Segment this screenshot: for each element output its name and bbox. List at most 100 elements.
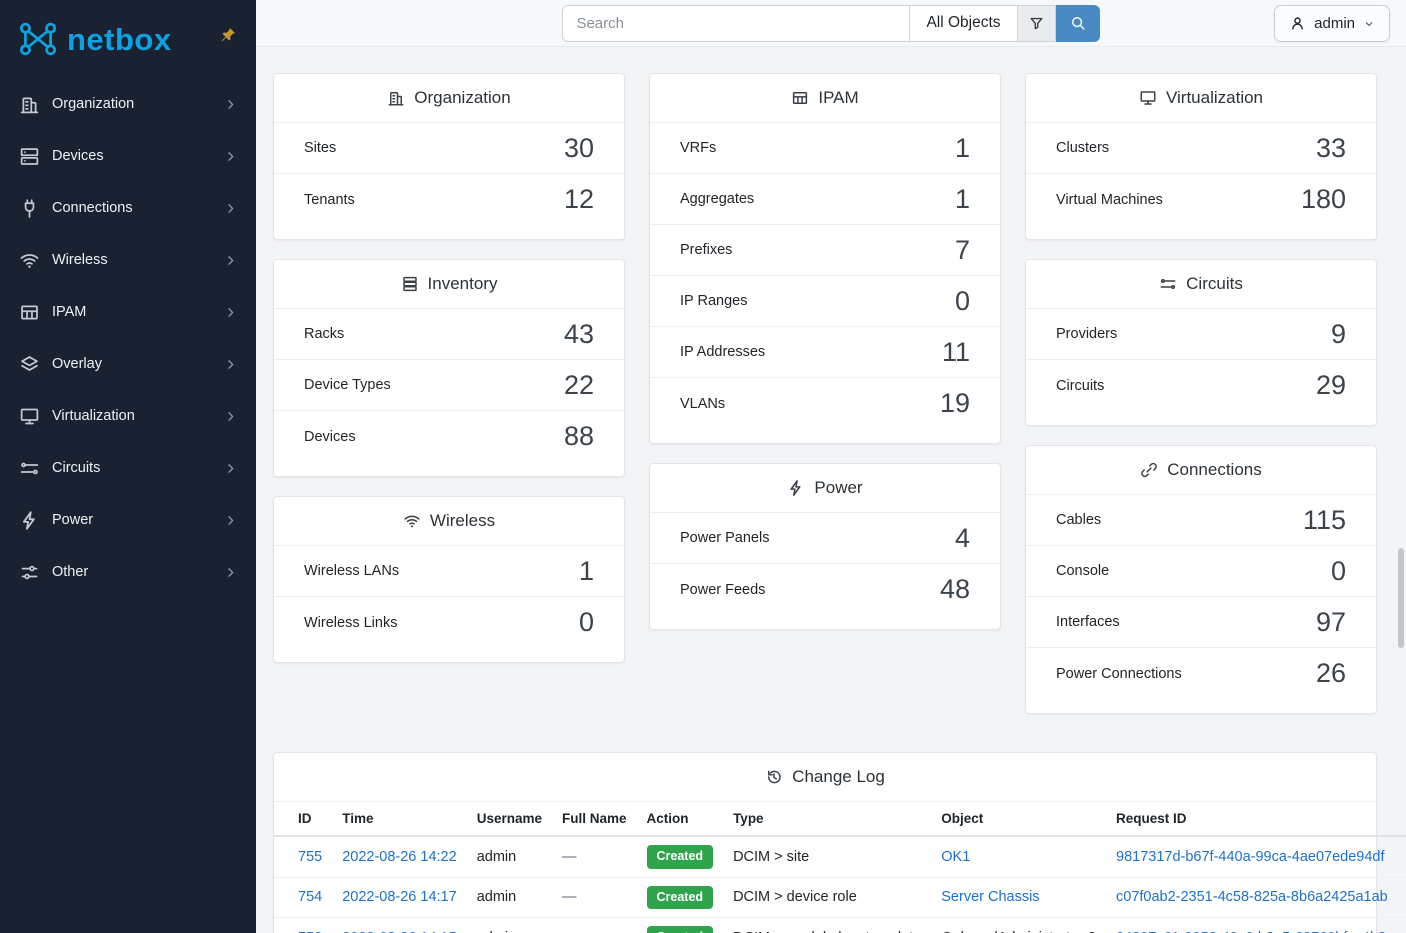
stat-row: Clusters 33 [1026, 123, 1376, 174]
stat-value-link[interactable]: 29 [1315, 370, 1346, 400]
sidebar: netbox Organization Devices Connections [0, 0, 256, 933]
stat-value-link[interactable]: 30 [563, 132, 594, 163]
sidebar-item-devices[interactable]: Devices [0, 130, 256, 182]
wifi-icon [403, 512, 421, 530]
change-id-link[interactable]: 753 [298, 930, 322, 933]
stat-label: Power Connections [1056, 665, 1182, 682]
stat-row: Providers 9 [1026, 309, 1376, 360]
sidebar-item-label: IPAM [52, 304, 87, 320]
chevron-right-icon [223, 97, 238, 112]
grid-icon [791, 89, 809, 107]
sidebar-item-label: Wireless [52, 252, 108, 268]
sidebar-item-label: Virtualization [52, 408, 135, 424]
sidebar-item-ipam[interactable]: IPAM [0, 286, 256, 338]
stat-value-link[interactable]: 97 [1315, 606, 1346, 637]
person-icon [1289, 15, 1306, 32]
stat-label: Devices [304, 428, 356, 445]
change-time-link[interactable]: 2022-08-26 14:17 [342, 889, 457, 906]
column-header-time: Time [332, 802, 467, 837]
sidebar-item-power[interactable]: Power [0, 494, 256, 546]
stat-value-link[interactable]: 12 [563, 184, 594, 214]
stat-value-link[interactable]: 1 [954, 183, 970, 214]
netbox-logo-icon [18, 21, 58, 57]
stat-value-link[interactable]: 26 [1315, 658, 1346, 688]
stat-value-link[interactable]: 7 [954, 234, 970, 265]
sidebar-item-organization[interactable]: Organization [0, 78, 256, 130]
scrollbar-track[interactable] [1396, 0, 1406, 933]
change-time-link[interactable]: 2022-08-26 14:15 [342, 930, 457, 933]
change-type: DCIM > site [723, 836, 932, 878]
change-object-link[interactable]: Server Chassis [941, 889, 1040, 906]
dashboard-column-3: Virtualization Clusters 33 Virtual Machi… [1025, 73, 1377, 714]
stat-value-link[interactable]: 48 [939, 574, 970, 604]
change-username: admin [466, 877, 552, 918]
stat-value-link[interactable]: 0 [1330, 555, 1346, 586]
pin-icon[interactable] [220, 27, 236, 43]
user-menu-button[interactable]: admin [1274, 5, 1390, 42]
column-header-type: Type [723, 802, 932, 837]
stat-label: Power Panels [680, 530, 770, 546]
card-header: IPAM [650, 74, 1000, 123]
stat-value-link[interactable]: 4 [954, 522, 970, 553]
search-input[interactable] [562, 4, 911, 42]
sidebar-item-label: Devices [52, 148, 104, 164]
filter-button[interactable] [1017, 4, 1056, 42]
sidebar-item-connections[interactable]: Connections [0, 182, 256, 234]
stat-row: Tenants 12 [274, 174, 624, 225]
stat-value-link[interactable]: 0 [578, 607, 594, 637]
stat-value-link[interactable]: 22 [563, 369, 594, 400]
search-submit-button[interactable] [1055, 4, 1100, 42]
change-full-name: — [552, 877, 637, 918]
sidebar-item-overlay[interactable]: Overlay [0, 338, 256, 390]
stat-value-link[interactable]: 115 [1302, 504, 1346, 535]
card-header: Power [650, 464, 1000, 513]
changelog-table: ID Time Username Full Name Action Type O… [274, 802, 1406, 933]
stat-value-link[interactable]: 11 [941, 336, 970, 367]
stat-label: Console [1056, 563, 1110, 579]
stat-row: Aggregates 1 [650, 174, 1000, 225]
dashboard-column-2: IPAM VRFs 1 Aggregates 1 Prefixes 7 [649, 73, 1001, 630]
stat-row: Virtual Machines 180 [1026, 174, 1376, 225]
stat-value-link[interactable]: 9 [1330, 318, 1346, 349]
building-icon [18, 93, 40, 115]
stat-value-link[interactable]: 33 [1315, 132, 1346, 163]
stat-value-link[interactable]: 19 [939, 388, 970, 418]
change-id-link[interactable]: 754 [298, 889, 323, 906]
stat-value-link[interactable]: 1 [578, 555, 594, 586]
sidebar-item-other[interactable]: Other [0, 546, 256, 598]
stat-value-link[interactable]: 88 [563, 421, 594, 451]
request-id-link[interactable]: 24807c61-9952-49c6-b8a5-69760bfcc4b3 [1116, 930, 1386, 933]
stat-label: VLANs [680, 395, 726, 412]
change-id-link[interactable]: 755 [298, 848, 323, 865]
sidebar-item-circuits[interactable]: Circuits [0, 442, 256, 494]
column-header-object: Object [931, 802, 1106, 837]
netbox-home-link[interactable]: netbox [0, 0, 256, 78]
stat-value-link[interactable]: 43 [563, 318, 594, 349]
stat-row: Console 0 [1026, 546, 1376, 597]
dashboard: Organization Sites 30 Tenants 12 [256, 47, 1406, 933]
bolt-icon [18, 509, 40, 531]
transfer-icon [18, 457, 40, 479]
sidebar-item-virtualization[interactable]: Virtualization [0, 390, 256, 442]
changelog-card: Change Log ID Time Username Full Name Ac… [273, 752, 1406, 933]
request-id-link[interactable]: c07f0ab2-2351-4c58-825a-8b6a2425a1ab [1116, 889, 1388, 906]
chevron-right-icon [223, 357, 238, 372]
column-header-id: ID [274, 802, 333, 837]
brand-wordmark: netbox [67, 21, 172, 57]
wifi-icon [18, 249, 40, 271]
scrollbar-thumb[interactable] [1398, 548, 1404, 648]
stat-value-link[interactable]: 1 [954, 132, 970, 163]
power-card: Power Power Panels 4 Power Feeds 48 [649, 463, 1001, 630]
stat-value-link[interactable]: 180 [1300, 184, 1346, 214]
change-object-link[interactable]: OK1 [941, 848, 971, 865]
object-type-button[interactable]: All Objects [910, 4, 1018, 42]
sidebar-item-wireless[interactable]: Wireless [0, 234, 256, 286]
card-header: Connections [1026, 446, 1376, 495]
changelog-row: 753 2022-08-26 14:15 admin — Created DCI… [274, 917, 1406, 933]
stat-value-link[interactable]: 0 [954, 285, 970, 316]
changelog-header-row: ID Time Username Full Name Action Type O… [274, 802, 1406, 837]
change-time-link[interactable]: 2022-08-26 14:22 [342, 848, 457, 865]
caret-down-icon [1363, 18, 1375, 30]
request-id-link[interactable]: 9817317d-b67f-440a-99ca-4ae07ede94df [1116, 848, 1385, 865]
